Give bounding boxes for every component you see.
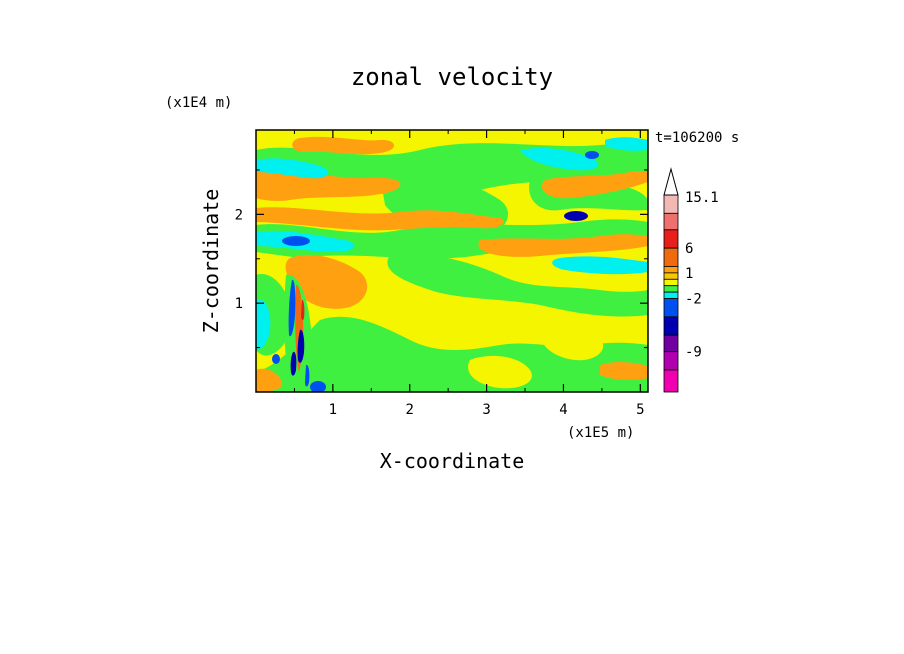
wave-structure <box>284 274 313 392</box>
contour-band <box>256 368 283 392</box>
colorbar-swatch <box>663 291 679 299</box>
contour-band <box>256 207 504 231</box>
contour-band <box>425 296 476 335</box>
contour-band <box>539 322 604 361</box>
colorbar-tick-label: 1 <box>685 266 693 282</box>
time-label: t=106200 s <box>655 130 739 146</box>
y-tick-label: 1 <box>235 296 243 312</box>
y-scale-note: (x1E4 m) <box>165 95 232 111</box>
x-axis-ticks: 1 2 3 4 5 <box>293 130 645 418</box>
y-axis-ticks: 12 <box>235 169 648 349</box>
y-tick-label: 2 <box>235 207 243 223</box>
colorbar-swatch <box>663 316 679 336</box>
colorbar-swatch <box>663 247 679 267</box>
colorbar-extension-arrow <box>663 167 679 196</box>
colorbar-swatch <box>663 369 679 393</box>
contour-band <box>552 256 648 275</box>
contour-band <box>585 151 599 159</box>
contour-band <box>256 299 271 350</box>
contour-band <box>387 253 648 317</box>
colorbar-swatch <box>663 285 679 293</box>
contour-band <box>297 329 305 363</box>
contour-band <box>310 381 326 392</box>
contour-band <box>282 236 310 246</box>
colorbar-swatch <box>663 351 679 371</box>
colorbar-swatch <box>663 212 679 231</box>
contour-band <box>256 158 329 179</box>
x-tick-label: 5 <box>636 402 644 418</box>
colorbar-labels: 15.1 6 1 -2 -9 <box>685 190 719 361</box>
contour-band <box>301 299 305 321</box>
colorbar-swatch <box>663 334 679 353</box>
contour-band <box>564 211 588 221</box>
colorbar <box>663 167 679 393</box>
x-scale-note: (x1E5 m) <box>567 425 634 441</box>
contour-band <box>520 148 599 171</box>
colorbar-tick-label: -2 <box>685 292 702 308</box>
contour-band <box>468 355 532 389</box>
chart-title: zonal velocity <box>351 63 553 91</box>
contour-band <box>272 354 280 364</box>
x-axis-label: X-coordinate <box>380 449 525 473</box>
x-tick-label: 1 <box>329 402 337 418</box>
contour-band <box>292 136 395 155</box>
contour-band <box>600 362 648 381</box>
colorbar-tick-label: -9 <box>685 345 702 361</box>
contour-band <box>305 364 310 387</box>
colorbar-swatch <box>663 229 679 249</box>
contour-band <box>256 170 401 201</box>
plot-frame <box>255 129 649 393</box>
contour-band <box>288 279 296 337</box>
contour-band <box>256 219 648 259</box>
contour-band <box>290 351 297 376</box>
colorbar-swatch <box>663 272 679 280</box>
x-tick-label: 3 <box>482 402 490 418</box>
colorbar-swatch <box>663 298 679 318</box>
contour-band <box>605 137 648 151</box>
contour-band <box>285 254 368 309</box>
contour-field <box>256 130 648 392</box>
y-axis-label: Z-coordinate <box>199 189 223 334</box>
colorbar-swatch <box>663 194 679 214</box>
x-tick-label: 2 <box>406 402 414 418</box>
colorbar-tick-label: 6 <box>685 241 693 257</box>
colorbar-swatch <box>663 278 679 287</box>
contour-band <box>541 171 648 199</box>
colorbar-swatch <box>663 266 679 274</box>
colorbar-tick-label: 15.1 <box>685 190 719 206</box>
contour-band <box>478 234 648 257</box>
contour-band <box>256 316 648 392</box>
x-tick-label: 4 <box>559 402 567 418</box>
